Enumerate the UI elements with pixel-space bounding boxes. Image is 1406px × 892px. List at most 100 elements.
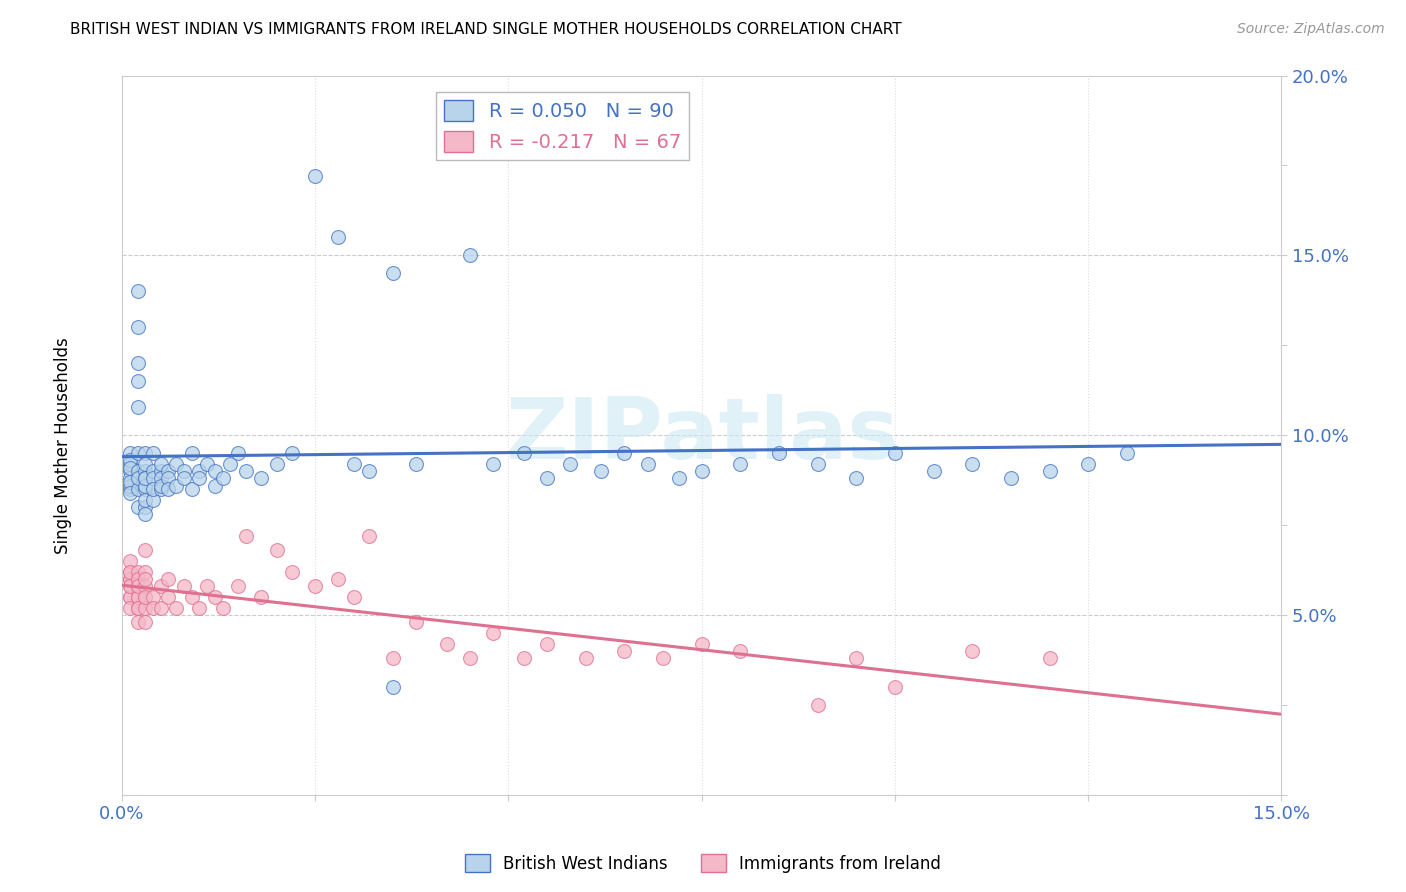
Point [1000,471,1022,485]
Point [180,590,202,604]
Point [134,457,156,471]
Point [134,590,156,604]
Text: BRITISH WEST INDIAN VS IMMIGRANTS FROM IRELAND SINGLE MOTHER HOUSEHOLDS CORRELAT: BRITISH WEST INDIAN VS IMMIGRANTS FROM I… [70,22,901,37]
Point [575,651,598,665]
Point [118,565,141,579]
Point [436,104,458,119]
Point [281,565,304,579]
Point [157,590,180,604]
Point [188,601,211,615]
Point [134,615,156,630]
Point [458,248,481,262]
Point [127,356,149,370]
Point [118,453,141,467]
Point [211,601,233,615]
Point [204,478,226,492]
Point [127,482,149,496]
Point [165,601,187,615]
Point [149,478,172,492]
Point [118,590,141,604]
Point [134,493,156,508]
Point [142,471,165,485]
Point [118,446,141,460]
Point [845,651,868,665]
Point [690,637,713,651]
Point [134,471,156,485]
Point [807,698,830,712]
Point [157,471,180,485]
Point [127,446,149,460]
Point [118,579,141,593]
Point [118,601,141,615]
Point [482,457,505,471]
Point [134,464,156,478]
Point [768,446,790,460]
Point [226,446,249,460]
Point [134,500,156,515]
Text: Source: ZipAtlas.com: Source: ZipAtlas.com [1237,22,1385,37]
Point [668,471,690,485]
Point [381,680,404,694]
Point [235,464,257,478]
Point [134,590,156,604]
Point [960,644,983,658]
Legend: R = 0.050   N = 90, R = -0.217   N = 67: R = 0.050 N = 90, R = -0.217 N = 67 [436,93,689,160]
Point [266,543,288,558]
Point [180,482,202,496]
Point [188,471,211,485]
Text: ZIPatlas: ZIPatlas [505,393,898,477]
Point [142,601,165,615]
Point [730,644,752,658]
Point [127,601,149,615]
Point [204,590,226,604]
Point [149,482,172,496]
Point [127,615,149,630]
Point [730,457,752,471]
Point [560,457,582,471]
Point [118,457,141,471]
Point [118,554,141,568]
Point [127,601,149,615]
Point [807,457,830,471]
Point [652,651,675,665]
Point [405,615,427,630]
Point [127,590,149,604]
Point [142,493,165,508]
Point [134,579,156,593]
Point [613,446,636,460]
Point [458,651,481,665]
Point [149,471,172,485]
Point [149,464,172,478]
Point [513,446,536,460]
Point [149,579,172,593]
Point [118,478,141,492]
Point [226,579,249,593]
Point [536,637,558,651]
Point [884,680,907,694]
Point [127,590,149,604]
Point [134,482,156,496]
Point [118,572,141,586]
Point [118,482,141,496]
Point [157,464,180,478]
Point [482,626,505,640]
Point [405,457,427,471]
Point [134,543,156,558]
Point [118,475,141,489]
Legend: British West Indians, Immigrants from Ireland: British West Indians, Immigrants from Ir… [458,847,948,880]
Point [142,464,165,478]
Point [219,457,242,471]
Point [591,464,613,478]
Point [118,471,141,485]
Point [118,464,141,478]
Point [149,457,172,471]
Point [343,457,366,471]
Point [127,565,149,579]
Point [1077,457,1099,471]
Point [127,374,149,388]
Point [157,482,180,496]
Point [165,457,187,471]
Point [127,572,149,586]
Point [118,579,141,593]
Point [142,446,165,460]
